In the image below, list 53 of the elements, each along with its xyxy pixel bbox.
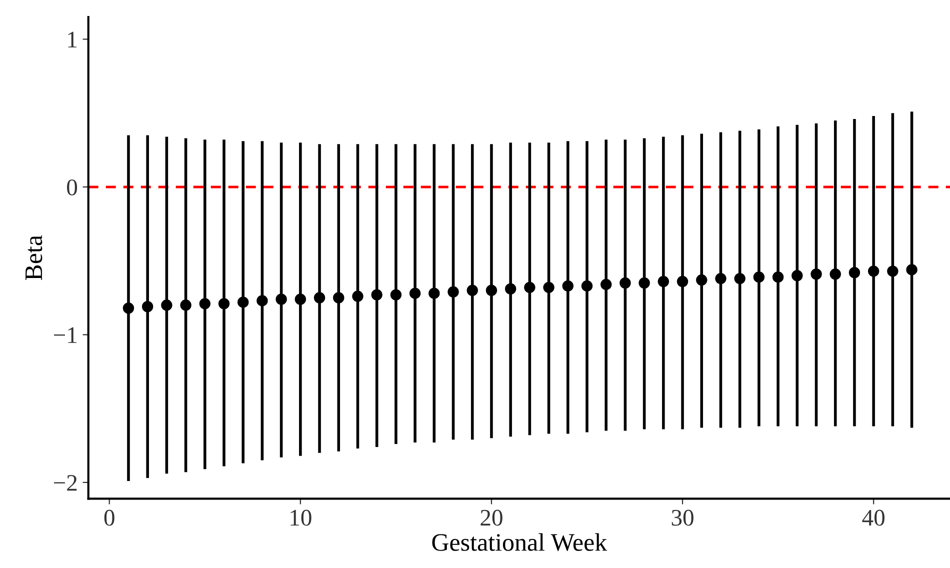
y-tick-label: 1	[68, 32, 77, 48]
point	[887, 266, 898, 277]
point	[276, 294, 287, 305]
x-tick-label: 30	[672, 510, 694, 526]
point	[543, 282, 554, 294]
point	[524, 282, 536, 294]
point	[486, 284, 498, 296]
point	[810, 268, 822, 280]
y-tick-label: −1	[54, 327, 77, 343]
point	[390, 289, 402, 300]
point	[868, 266, 880, 277]
point	[314, 292, 326, 304]
point	[180, 300, 192, 311]
point	[428, 288, 440, 299]
point	[658, 276, 670, 288]
x-axis-title: Gestational Week	[432, 533, 608, 552]
point	[848, 267, 860, 278]
point	[696, 274, 708, 286]
point	[581, 280, 593, 292]
point	[504, 283, 516, 295]
y-tick-label: −2	[54, 475, 77, 491]
y-tick-label: 0	[67, 179, 78, 196]
point	[256, 295, 268, 306]
point	[600, 278, 612, 290]
point	[562, 280, 574, 292]
point	[715, 272, 726, 284]
point	[142, 301, 154, 312]
point	[409, 288, 421, 299]
point	[352, 290, 364, 302]
point	[638, 277, 650, 289]
x-tick-label: 20	[480, 510, 502, 526]
point	[792, 270, 803, 282]
point	[466, 284, 478, 296]
point	[620, 277, 631, 289]
point	[237, 296, 249, 308]
point	[753, 271, 765, 283]
x-tick-label: 0	[104, 510, 114, 526]
point	[294, 294, 306, 305]
point	[218, 298, 230, 310]
point	[122, 302, 134, 314]
point	[371, 289, 382, 300]
point	[676, 276, 688, 288]
point	[830, 268, 841, 280]
point	[333, 292, 344, 304]
x-tick-label: 10	[290, 510, 312, 526]
x-tick-label: 40	[862, 510, 884, 526]
y-axis-title: Beta	[26, 235, 42, 280]
point	[448, 286, 459, 298]
point	[734, 272, 746, 284]
point	[199, 298, 210, 310]
point	[772, 271, 784, 283]
point	[161, 300, 172, 311]
point	[906, 264, 918, 276]
